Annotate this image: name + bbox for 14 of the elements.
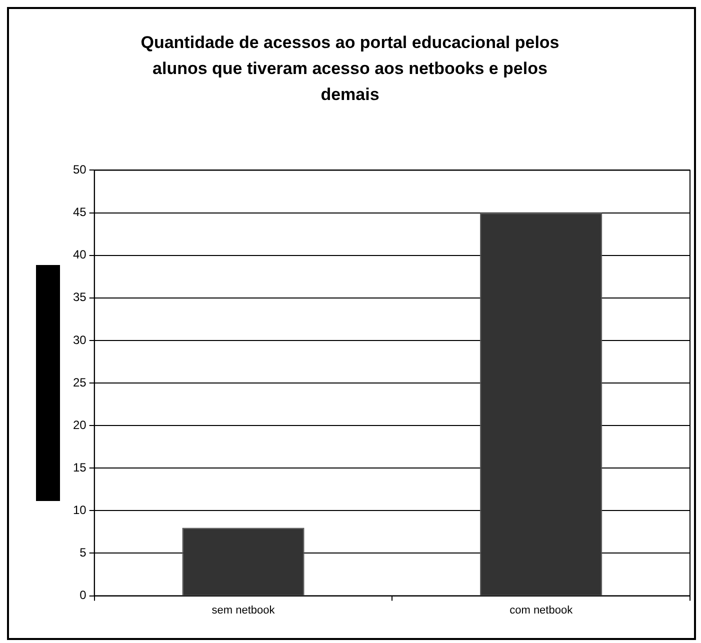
y-tick-label: 45	[72, 205, 87, 220]
y-tick-label: 40	[72, 248, 87, 262]
y-tick-label: 10	[72, 502, 87, 517]
y-tick-label: 15	[72, 460, 87, 474]
y-tick-label: 20	[72, 418, 87, 432]
chart-title: Quantidade de acessos ao portal educacional pelos alunos que tiveram acesso aos netbooks e pelos demais	[140, 32, 560, 106]
x-tick-label: sem netbook	[212, 604, 276, 616]
y-tick-label: 50	[72, 162, 87, 177]
y-tick-label: 35	[72, 290, 87, 304]
x-tick-label: com netbook	[510, 604, 574, 616]
y-tick-label: 30	[72, 332, 87, 347]
y-tick-label: 5	[80, 546, 87, 560]
y-tick-label: 25	[72, 375, 87, 390]
y-tick-label: 0	[80, 588, 87, 602]
